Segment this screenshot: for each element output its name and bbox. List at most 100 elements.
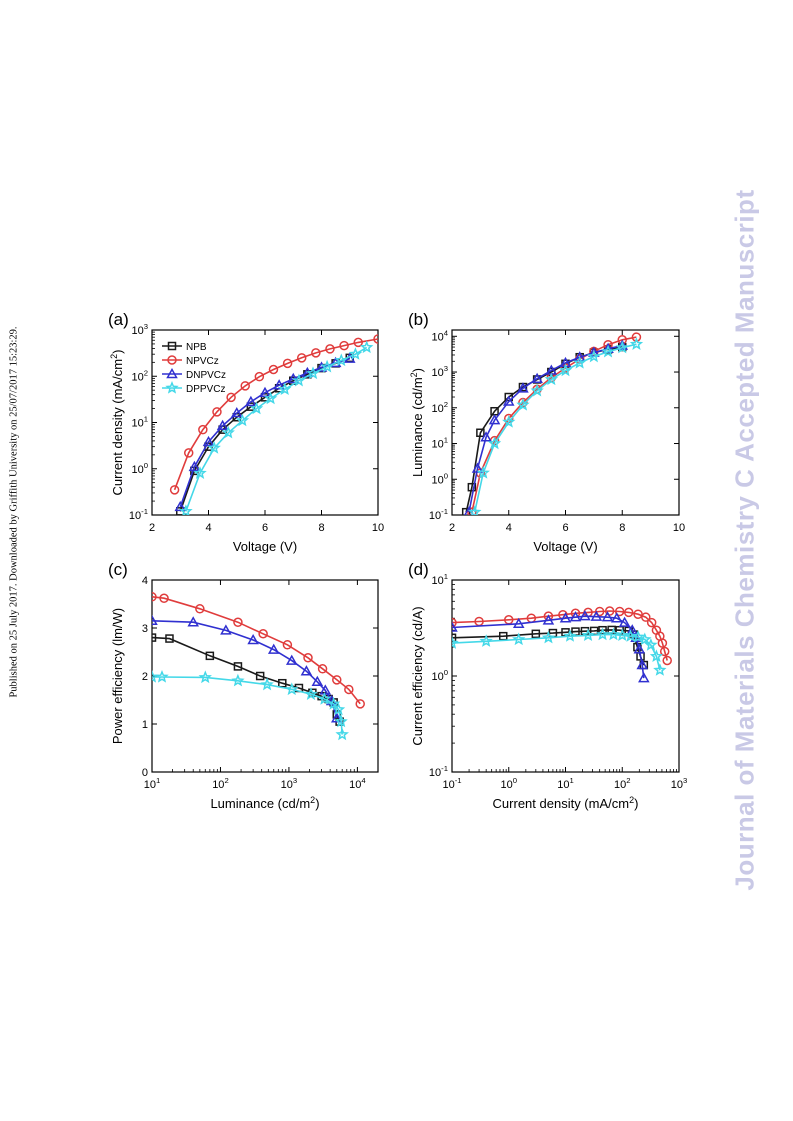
data-point-dnpvcz-d [452,621,458,632]
data-point-dppvcz-a [334,353,348,367]
x-tick-label-d: 103 [671,776,688,791]
series-line-npb-c [152,636,341,722]
x-tick-label-b: 8 [619,522,625,534]
data-point-npvcz-c [332,675,342,685]
data-point-npvcz-d [657,638,668,648]
data-point-dnpvcz-d [633,643,646,654]
data-point-npvcz-a [226,392,236,403]
data-point-dnpvcz-d [542,614,555,625]
x-tick-label-d: 102 [614,776,631,791]
y-tick-label-d: 100 [431,668,448,683]
data-point-npb-c [255,671,265,681]
data-point-dppvcz-c [285,682,299,696]
data-point-dppvcz-c [155,670,169,683]
data-point-dnpvcz-b [471,462,484,473]
data-point-npvcz-a [373,334,378,344]
panel-label-b: (b) [408,310,429,329]
data-point-dnpvcz-d [559,612,572,623]
data-point-npvcz-d [594,606,605,617]
y-axis-label-d: Current efficiency (cd/A) [410,606,425,745]
data-point-npvcz-c [195,604,205,614]
data-point-dnpvcz-a [216,419,229,431]
series-group-a [169,334,378,515]
legend-label-npvcz: NPVCz [186,356,219,367]
y-axis-label-a: Current density (mA/cm2) [109,350,125,496]
data-point-npb-d [571,627,580,636]
data-point-npvcz-d [633,609,643,619]
data-point-dnpvcz-a [287,372,300,384]
data-point-npb-b [476,428,485,438]
y-axis-label-b: Luminance (cd/m2) [409,368,425,477]
data-point-npvcz-a [311,348,321,358]
data-point-dppvcz-c [304,687,318,700]
data-point-npb-c [152,633,157,642]
panel-label-d: (d) [408,560,429,579]
data-point-dppvcz-a [179,504,193,515]
legend-label-dnpvcz: DNPVCz [186,370,226,381]
y-tick-label-b: 10-1 [429,507,448,522]
data-point-dppvcz-a [207,441,221,454]
data-point-npvcz-c [355,699,365,709]
data-point-dppvcz-c [317,691,332,705]
data-point-npb-b [467,482,477,492]
y-tick-label-b: 101 [431,436,448,451]
data-point-dppvcz-b [587,349,601,363]
x-tick-label-a: 6 [262,522,268,534]
y-tick-label-d: 10-1 [429,764,448,779]
data-point-dnpvcz-a [202,435,215,447]
data-point-dppvcz-c [260,677,274,691]
data-point-dppvcz-d [644,638,658,651]
y-tick-label-b: 100 [431,471,448,486]
data-point-dnpvcz-b [531,372,543,383]
legend-marker-dnpvcz [166,367,178,379]
data-point-dnpvcz-c [187,616,200,627]
x-tick-label-d: 101 [557,776,574,791]
y-tick-label-a: 103 [131,322,148,337]
y-tick-label-c: 0 [142,767,148,779]
panel-b: (b) 2 4 6 8 10 10-1 100 101 102 103 104 Voltage (V) L… [408,310,685,554]
data-point-dppvcz-d [631,630,645,643]
data-point-dppvcz-a [320,359,334,373]
data-point-dnpvcz-d [618,616,631,627]
data-point-dppvcz-a [306,366,320,380]
x-tick-label-d: 10-1 [442,776,461,791]
data-point-dnpvcz-d [601,611,614,622]
data-point-dnpvcz-b [488,414,501,425]
series-line-npvcz-d [452,610,668,661]
x-tick-label-b: 4 [506,522,512,534]
data-point-npvcz-a [325,344,335,354]
data-point-dppvcz-b [516,397,530,411]
data-point-dnpvcz-d [512,617,525,629]
data-point-dppvcz-d [581,628,595,641]
data-point-dppvcz-c [331,702,346,716]
series-line-npvcz-a [173,338,378,491]
data-point-dppvcz-d [563,629,577,642]
data-point-dppvcz-c [198,670,212,684]
data-point-dnpvcz-c [285,654,298,665]
data-point-dnpvcz-a [174,500,187,512]
data-point-dppvcz-a [348,347,363,360]
data-point-dppvcz-c [326,696,341,710]
data-point-dppvcz-d [512,632,526,646]
data-point-dppvcz-d [595,627,610,641]
data-point-dnpvcz-d [569,611,582,622]
series-line-dnpvcz-d [452,615,645,679]
y-tick-label-c: 2 [142,671,148,683]
data-point-dnpvcz-c [267,643,280,654]
data-point-dppvcz-c [231,673,245,687]
x-axis-label-b: Voltage (V) [533,539,597,554]
data-point-dnpvcz-d [610,612,623,623]
data-point-dnpvcz-b [517,382,529,393]
y-tick-label-b: 103 [431,364,448,379]
y-tick-label-b: 104 [431,328,448,343]
data-point-npvcz-a [339,340,349,351]
data-point-dnpvcz-c [330,712,343,723]
data-point-npb-c [205,651,215,661]
data-point-npvcz-c [258,629,268,639]
data-point-dppvcz-b [467,505,482,515]
data-point-dppvcz-d [479,634,493,647]
data-point-npvcz-a [282,358,293,369]
data-point-dnpvcz-a [259,386,271,397]
data-point-dnpvcz-b [573,351,586,362]
data-point-dnpvcz-c [152,614,158,626]
